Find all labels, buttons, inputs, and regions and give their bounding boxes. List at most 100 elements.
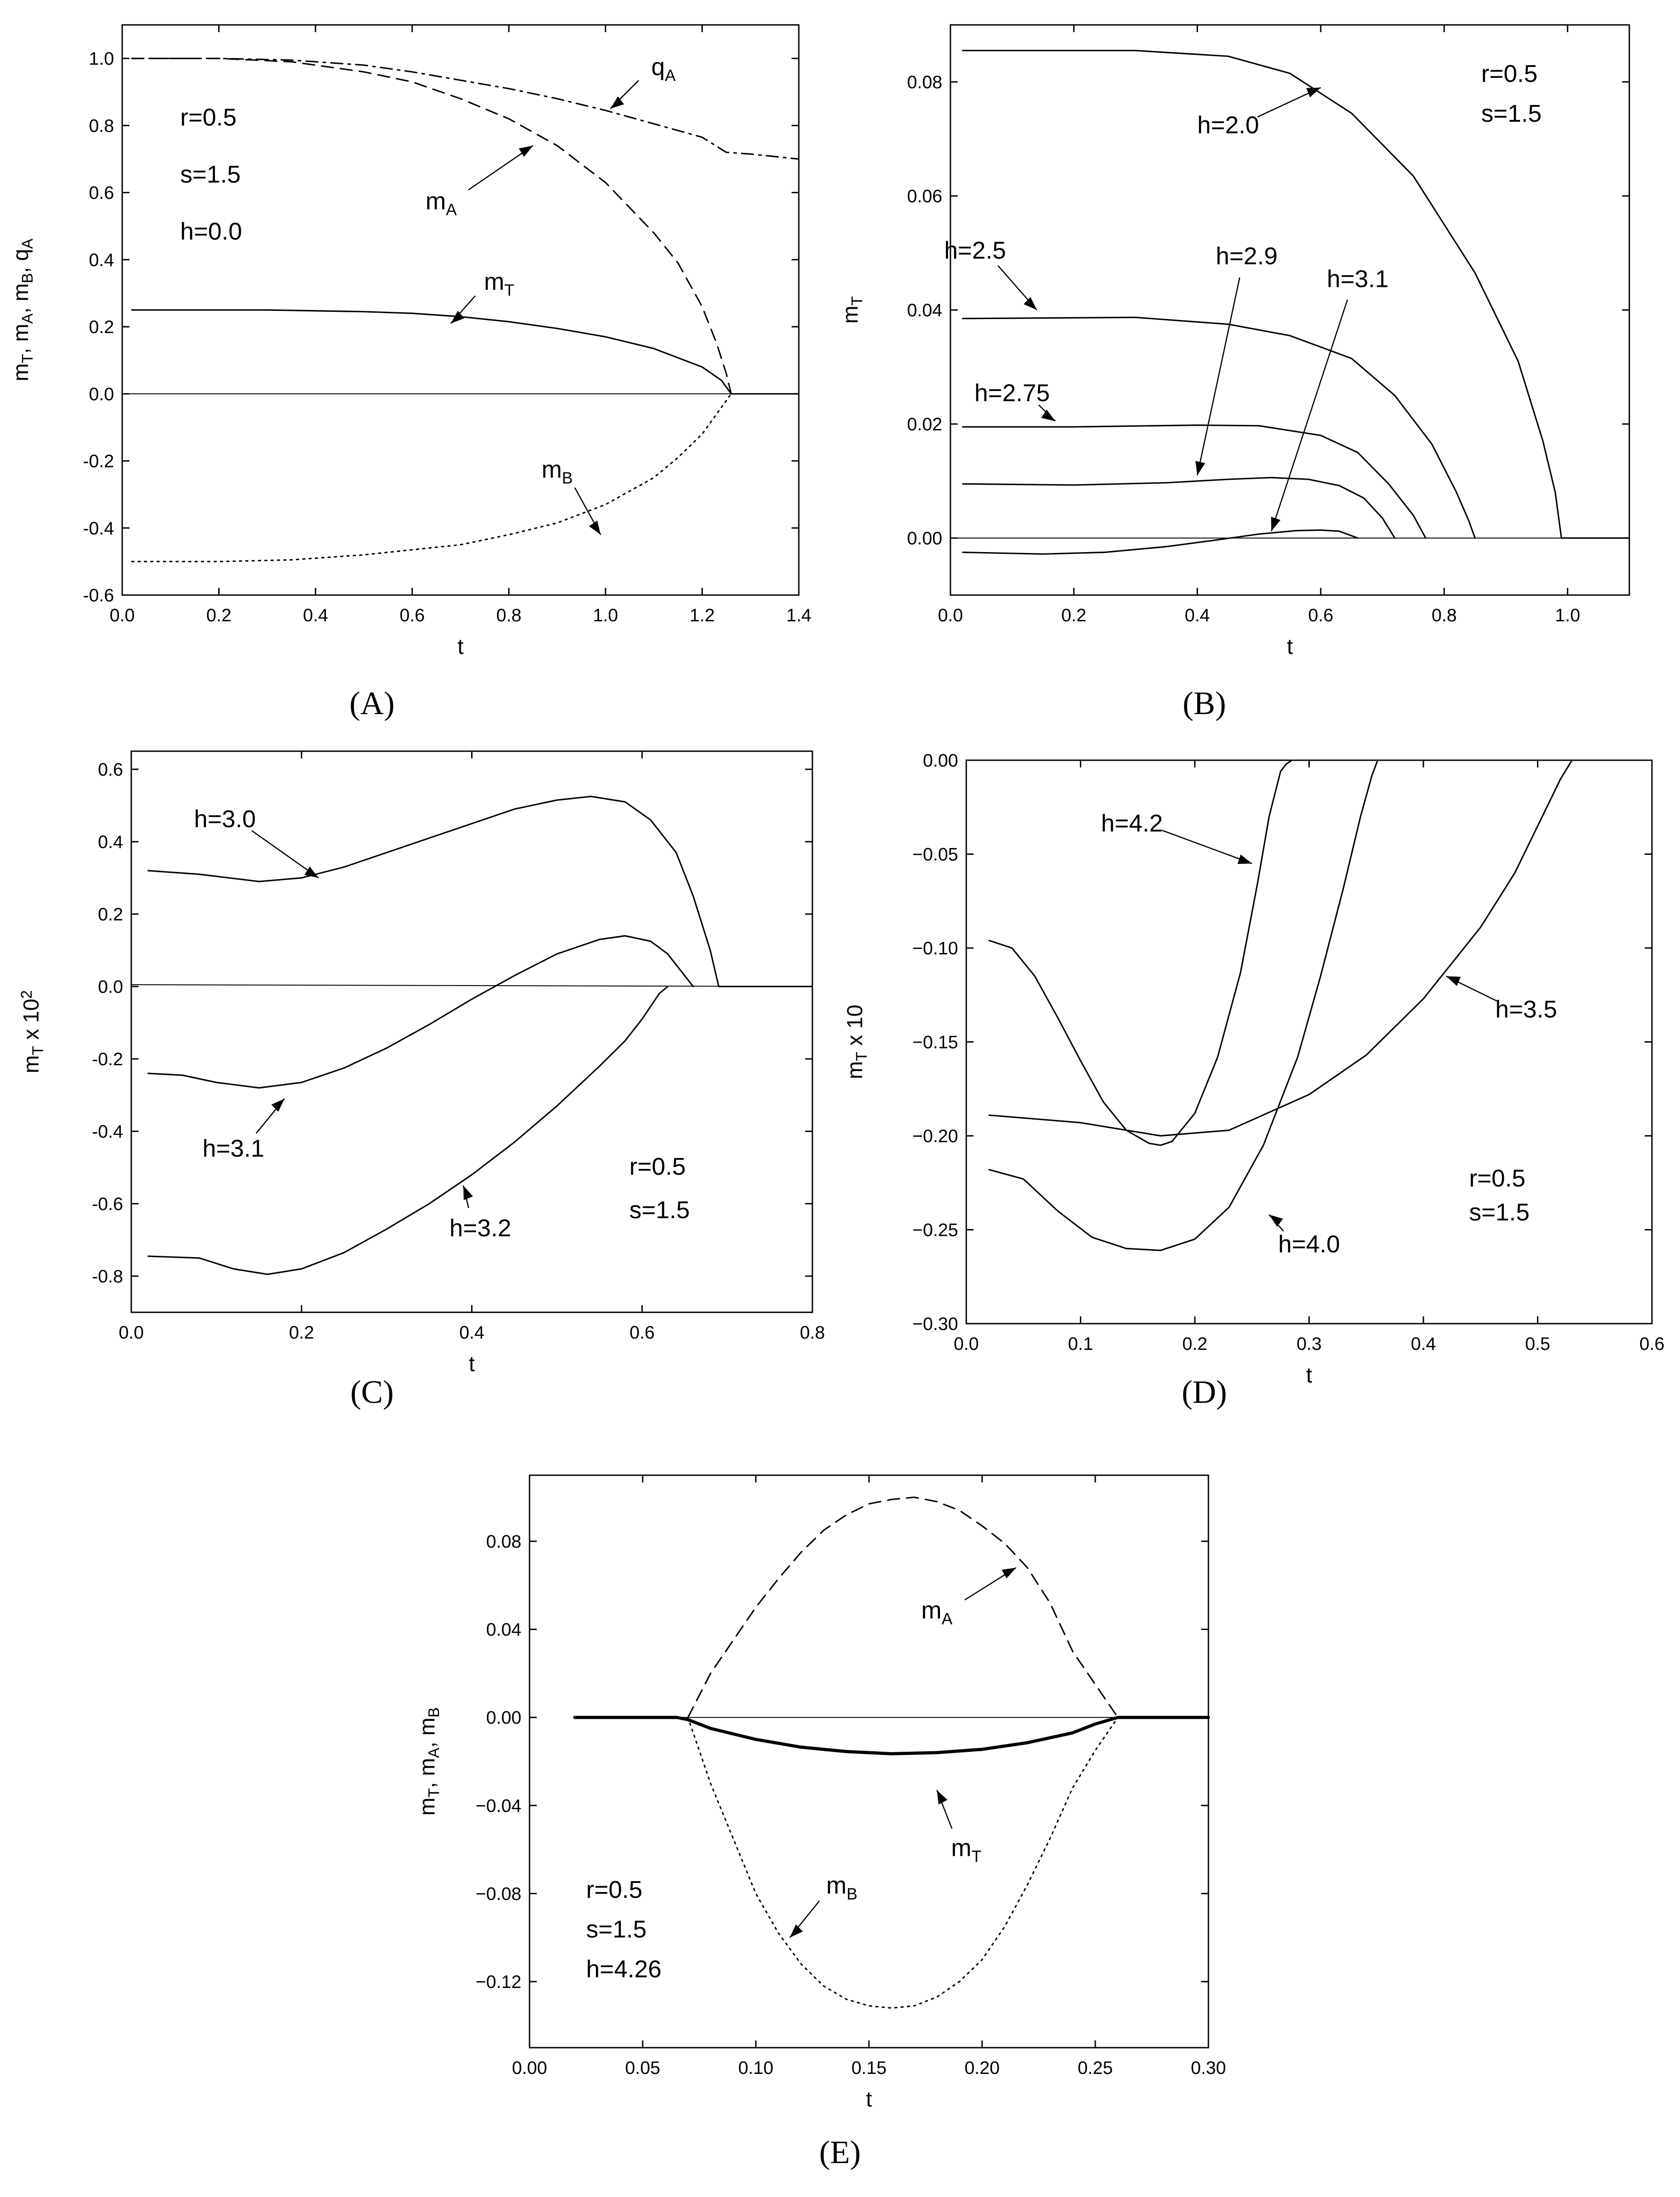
curve-label: h=3.5 bbox=[1495, 996, 1557, 1023]
x-tick-label: 0.4 bbox=[1185, 605, 1210, 625]
annotation-arrow-head bbox=[1269, 1215, 1283, 1227]
x-tick-label: 0.8 bbox=[1432, 605, 1457, 625]
y-tick-label: 0.4 bbox=[98, 832, 123, 852]
x-axis-label: t bbox=[1306, 1363, 1312, 1387]
y-tick-label: -0.2 bbox=[92, 1049, 123, 1069]
y-tick-label: −0.08 bbox=[476, 1884, 521, 1904]
annotation-arrow-head bbox=[1446, 976, 1461, 986]
series-line-h-3.2 bbox=[148, 986, 668, 1275]
x-tick-label: 0.1 bbox=[1068, 1334, 1093, 1354]
x-tick-label: 1.4 bbox=[786, 605, 811, 625]
annotation-arrow-head bbox=[1306, 87, 1321, 98]
curve-label-main: m bbox=[951, 1835, 972, 1862]
parameter-annotation: r=0.5 bbox=[1469, 1165, 1526, 1192]
y-axis-label: mT, mA, mB, qA bbox=[9, 238, 36, 381]
y-axis-label: mT x 10 bbox=[843, 1005, 870, 1079]
y-label-subscript: B bbox=[425, 1707, 443, 1718]
y-tick-label: 0.08 bbox=[907, 72, 942, 92]
parameter-annotation: r=0.5 bbox=[630, 1153, 686, 1180]
y-label-subscript: A bbox=[425, 1748, 443, 1758]
curve-label: mA bbox=[425, 188, 457, 219]
x-tick-label: 0.0 bbox=[119, 1323, 144, 1343]
series-line-m-b bbox=[687, 1716, 1119, 2009]
parameter-annotation: s=1.5 bbox=[1469, 1199, 1530, 1226]
y-tick-label: 1.0 bbox=[89, 49, 114, 69]
y-tick-label: 0.00 bbox=[486, 1708, 521, 1728]
curve-label: qA bbox=[651, 53, 676, 85]
y-label-text: m bbox=[415, 1797, 439, 1816]
curve-label-main: m bbox=[921, 1597, 942, 1624]
series-line-zero bbox=[131, 984, 813, 987]
parameter-annotation: r=0.5 bbox=[1481, 60, 1538, 87]
y-label-subscript: T bbox=[853, 1052, 870, 1061]
annotation-arrow-head bbox=[1271, 516, 1281, 531]
curve-label-main: m bbox=[484, 268, 504, 295]
x-tick-label: 0.0 bbox=[954, 1334, 979, 1354]
y-label-subscript: A bbox=[19, 238, 36, 249]
annotation-arrow-head bbox=[1195, 461, 1205, 476]
y-label-superscript: 2 bbox=[18, 990, 35, 999]
panel-label-d: (D) bbox=[1182, 1374, 1227, 1410]
curve-label-main: m bbox=[425, 188, 446, 215]
y-label-subscript: T bbox=[849, 296, 866, 306]
y-label-subscript: A bbox=[19, 313, 36, 324]
series-line-m-b bbox=[131, 393, 732, 562]
series-line-q-a bbox=[131, 57, 800, 160]
y-tick-label: 0.8 bbox=[89, 116, 114, 136]
y-tick-label: -0.6 bbox=[92, 1194, 123, 1214]
x-tick-label: 0.3 bbox=[1297, 1334, 1322, 1354]
x-tick-label: 0.20 bbox=[964, 2058, 1000, 2078]
series-line-m-a bbox=[687, 1496, 1119, 1718]
y-axis-label: mT bbox=[839, 296, 866, 324]
annotation-arrow-head bbox=[451, 310, 465, 324]
y-tick-label: 0.2 bbox=[98, 905, 123, 925]
annotation-arrow-head bbox=[1002, 1568, 1016, 1579]
y-tick-label: −0.04 bbox=[476, 1796, 521, 1816]
y-tick-label: -0.6 bbox=[83, 586, 114, 605]
y-tick-label: 0.6 bbox=[89, 183, 114, 203]
y-label-subscript: T bbox=[29, 1046, 47, 1055]
x-tick-label: 0.4 bbox=[1411, 1334, 1436, 1354]
y-tick-label: −0.15 bbox=[912, 1033, 958, 1053]
curve-label: h=4.2 bbox=[1101, 810, 1163, 837]
y-tick-label: -0.4 bbox=[83, 519, 114, 539]
annotation-arrow-head bbox=[304, 866, 319, 878]
curve-label: mT bbox=[484, 268, 514, 300]
x-tick-label: 0.8 bbox=[496, 605, 521, 625]
x-tick-label: 0.2 bbox=[289, 1323, 314, 1343]
y-tick-label: 0.0 bbox=[98, 977, 123, 997]
x-axis-label: t bbox=[866, 2087, 872, 2111]
parameter-annotation: s=1.5 bbox=[586, 1916, 647, 1943]
curve-label: h=4.0 bbox=[1278, 1230, 1340, 1258]
series-line-h-3.1 bbox=[148, 935, 694, 1089]
curve-label-main: h=2.5 bbox=[944, 237, 1006, 264]
curve-label-main: q bbox=[651, 53, 665, 81]
annotation-arrow-head bbox=[589, 520, 601, 535]
y-axis-label: mT x 102 bbox=[18, 990, 47, 1073]
curve-label-main: h=4.2 bbox=[1101, 810, 1163, 837]
annotation-arrow-head bbox=[790, 1924, 803, 1938]
curve-label-main: h=2.9 bbox=[1216, 243, 1278, 270]
parameter-annotation: h=0.0 bbox=[180, 218, 242, 245]
curve-label-subscript: T bbox=[971, 1847, 981, 1865]
annotation-arrow-shaft bbox=[1270, 299, 1348, 532]
series-line-m-t bbox=[573, 1716, 1210, 1755]
curve-label-main: h=3.5 bbox=[1495, 996, 1557, 1023]
y-tick-label: -0.4 bbox=[92, 1122, 123, 1142]
curve-label-main: h=2.75 bbox=[974, 380, 1050, 407]
y-tick-label: 0.00 bbox=[907, 529, 942, 548]
y-label-text: m bbox=[19, 1055, 43, 1073]
x-tick-label: 0.05 bbox=[625, 2058, 660, 2078]
panel-label-c: (C) bbox=[350, 1374, 394, 1410]
x-tick-label: 0.4 bbox=[459, 1323, 485, 1343]
y-tick-label: −0.10 bbox=[912, 939, 958, 958]
x-tick-label: 0.6 bbox=[630, 1323, 655, 1343]
x-tick-label: 0.2 bbox=[1182, 1334, 1208, 1354]
curve-label-main: h=3.0 bbox=[194, 805, 256, 833]
x-axis-label: t bbox=[1287, 635, 1293, 659]
y-tick-label: −0.25 bbox=[912, 1220, 958, 1240]
x-tick-label: 0.6 bbox=[400, 605, 425, 625]
annotation-arrow-head bbox=[610, 96, 624, 109]
y-label-text: m bbox=[9, 363, 33, 381]
